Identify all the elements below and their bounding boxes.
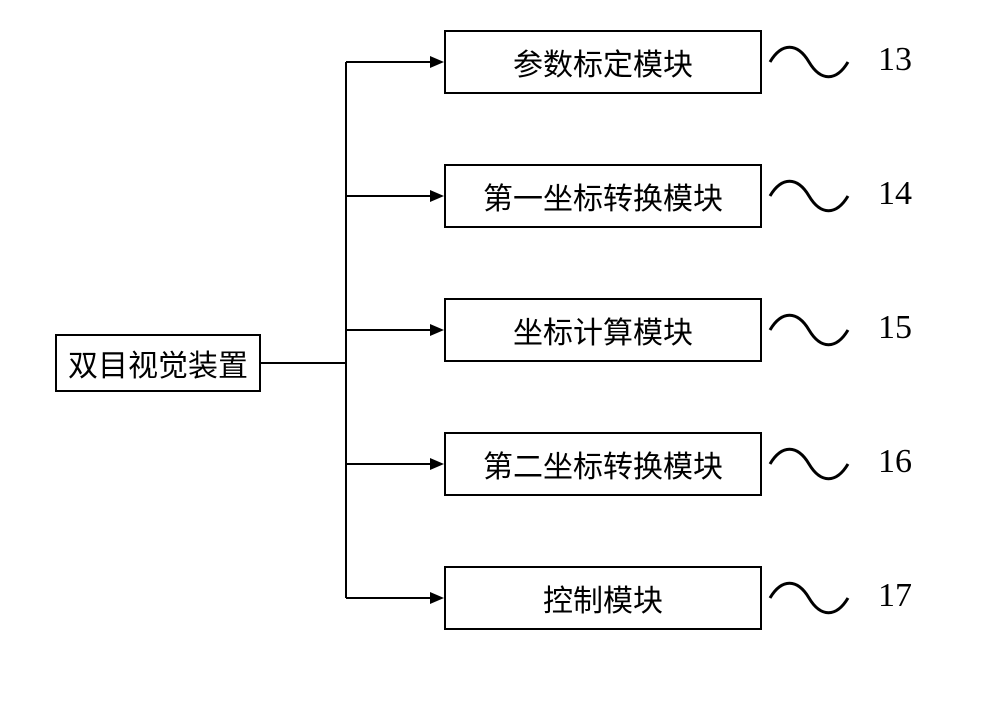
diagram-canvas: 双目视觉装置 参数标定模块 13 第一坐标转换模块 14 坐标计算模块 15 第… [0, 0, 1000, 718]
module-number: 16 [878, 443, 912, 481]
module-box-m16: 第二坐标转换模块 [444, 432, 762, 496]
module-label: 控制模块 [543, 576, 663, 620]
module-label: 参数标定模块 [513, 40, 693, 84]
module-label: 第一坐标转换模块 [483, 174, 723, 218]
source-box-label: 双目视觉装置 [68, 341, 248, 385]
module-number: 14 [878, 175, 912, 213]
module-label: 第二坐标转换模块 [483, 442, 723, 486]
module-box-m13: 参数标定模块 [444, 30, 762, 94]
source-box: 双目视觉装置 [55, 334, 261, 392]
module-box-m15: 坐标计算模块 [444, 298, 762, 362]
module-box-m14: 第一坐标转换模块 [444, 164, 762, 228]
module-number: 15 [878, 309, 912, 347]
module-box-m17: 控制模块 [444, 566, 762, 630]
module-number: 17 [878, 577, 912, 615]
module-number: 13 [878, 41, 912, 79]
module-label: 坐标计算模块 [513, 308, 693, 352]
